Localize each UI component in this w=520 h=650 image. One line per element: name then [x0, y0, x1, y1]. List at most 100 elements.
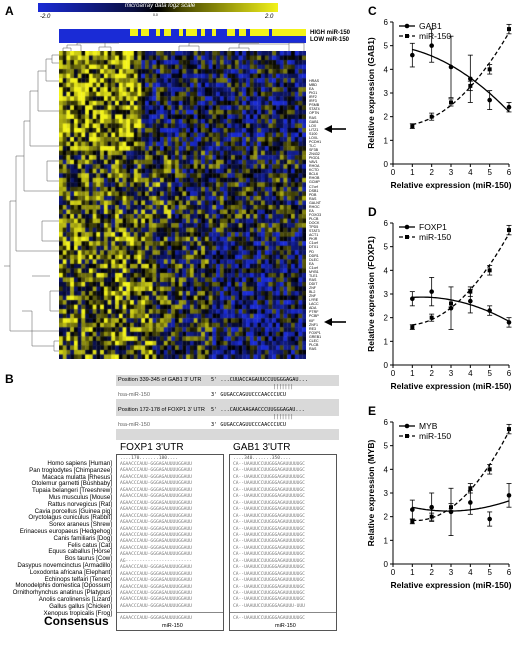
alignment-row: AGAACCCAUU-GGGAGAUUUUGGAUU	[120, 552, 192, 558]
y-tick-label: 4	[384, 465, 389, 474]
legend-label: miR-150	[419, 31, 451, 41]
foxp1-utr-header: FOXP1 3'UTR	[120, 442, 184, 453]
alignment-row: AGAACCCAUU-GGGAGAUUUUGGAUU	[120, 474, 192, 480]
panel-label-c: C	[368, 4, 377, 18]
y-tick-label: 6	[384, 219, 389, 228]
data-point	[468, 486, 473, 491]
gene-label: PIG1	[309, 91, 318, 96]
legend-label: GAB1	[419, 21, 442, 31]
y-tick-label: 3	[384, 489, 389, 498]
panel-label-a: A	[5, 4, 14, 18]
alignment-row: AGAACCCAUU-GGGAGAUUUUGGAUU	[120, 571, 192, 577]
gene-label: ZNF	[309, 286, 316, 291]
gene-label: GAB1	[309, 119, 319, 124]
y-tick-label: 2	[384, 314, 389, 323]
gene-label: RAS	[309, 346, 317, 351]
x-tick-label: 6	[507, 568, 512, 577]
alignment-row: AGAACCCAUU-GGGAGAUUUUGGAUU	[120, 597, 192, 603]
gene-label: ZNF1	[309, 322, 318, 327]
data-point	[449, 100, 453, 105]
species-list: Homo sapiens [Human] Pan troglodytes [Chi…	[0, 460, 112, 620]
scale-title: microarray data log2 scale	[124, 3, 196, 9]
gene-label: S100	[309, 131, 318, 136]
species-name: Rattus norvegicus [Rat]	[47, 500, 112, 508]
alignment-row: AGAACCCAUU-GGGAGAUUUUGGAUU	[120, 513, 192, 519]
x-tick-label: 5	[487, 568, 492, 577]
alignment-row: AGAACCCAUU-GGGAGAUUUUGGAUU	[120, 603, 192, 609]
data-point	[487, 467, 492, 472]
gene-label: C7orf	[309, 184, 318, 189]
consensus-label: Consensus	[44, 614, 109, 628]
x-tick-label: 5	[487, 369, 492, 378]
species-name: Ornithorhynchus anatinus [Platypus]	[12, 589, 112, 597]
data-point	[410, 296, 415, 302]
legend-label: miR-150	[419, 431, 451, 441]
gene-label: TLE1	[309, 273, 318, 278]
alignment-row: AGAACCCAUU-GGGAGAUUUUGGAUU	[120, 591, 192, 596]
foxp1-position-label: Position 172-178 of FOXP1 3' UTR	[118, 407, 205, 413]
alignment-row: CA--UAAUUCCUUGGGAGAUUUUUGC	[233, 507, 305, 513]
gene-label: RHOC	[309, 204, 320, 209]
data-point	[429, 43, 434, 48]
gene-label: OPTN	[309, 111, 319, 116]
data-point	[410, 325, 415, 330]
alignment-row: AGAACCCAUU-GGGAGAUUUUGGAUU	[120, 520, 192, 526]
gab1-utr-header: GAB1 3'UTR	[233, 442, 291, 453]
gene-label: RAS	[309, 196, 317, 201]
species-name: Equus caballus [Horse]	[48, 548, 112, 556]
legend-marker	[405, 434, 409, 438]
x-tick-label: 4	[468, 168, 473, 177]
x-tick-label: 2	[429, 168, 434, 177]
x-tick-label: 0	[391, 568, 396, 577]
panel-label-d: D	[368, 205, 377, 219]
species-name: Gallus gallus [Chicken]	[49, 602, 112, 610]
gab1-utr-sequence: 5' ...CUUACCAGAUUCCUUGGGAGAU...	[211, 377, 308, 383]
alignment-row: CA--UAAUUCCUUGGGAGAUUUUUGC	[233, 520, 305, 526]
y-tick-label: 6	[384, 418, 389, 427]
gene-label: RE3	[309, 326, 316, 331]
foxp1-mir-site-label: miR-150	[162, 623, 183, 629]
species-name: Loxodonta africana [Elephant]	[29, 568, 112, 576]
gene-label: PCBP	[309, 314, 319, 319]
mir-150-fit-line	[412, 431, 510, 522]
gene-label: TPD5	[309, 225, 319, 230]
gene-label: RHOA	[309, 164, 320, 169]
x-axis-label: Relative expression (miR-150)	[391, 580, 512, 590]
gene-label: PKIR	[309, 237, 318, 242]
chart-d: 0 1 2 3 4 5 6 0 1 2 3 4 5 6 Relative expression (miR-1…	[366, 219, 512, 391]
gene-label: ZNF	[309, 294, 316, 299]
gene-label: RAS	[309, 277, 317, 282]
legend-marker	[404, 224, 410, 230]
data-point	[507, 27, 511, 32]
gab1-fit-line	[412, 48, 510, 113]
mir-150-fit-line	[412, 233, 510, 326]
y-tick-label: 0	[384, 361, 389, 370]
alignment-row: CA--UAAUUCCUUGGGAGAUUUUUGC	[233, 513, 305, 519]
x-tick-label: 1	[410, 568, 415, 577]
data-point	[410, 519, 415, 524]
data-point	[507, 228, 511, 233]
alignment-row: CA--UAAUUCCUUGGGAGAUUUUUGC	[233, 500, 305, 506]
species-name: Echinops telfairi [Tenrec]	[44, 575, 112, 583]
gene-label: RHOB	[309, 176, 320, 181]
gene-label: BCL6	[309, 172, 318, 177]
gene-label: C1orf	[309, 241, 318, 246]
gene-label: DDR1	[309, 253, 319, 258]
y-tick-label: 3	[384, 290, 389, 299]
alignment-row: CA--UAAUUCCUUGGGAGAUUUUUGC	[233, 481, 305, 487]
alignment-row: CA--UAAUUCCUUGGGAGAUUUUUGC	[233, 462, 305, 467]
alignment-row: CA--UAAUUCCUUGGGAGAUUU-UUU	[233, 603, 305, 609]
gene-label: EA	[309, 208, 314, 213]
legend-label: MYB	[419, 421, 438, 431]
species-name: Bos taurus [Cow]	[64, 555, 112, 563]
y-tick-label: 1	[384, 337, 389, 346]
alignment-row: AGAACCCAUU-GGGAGAUUUUGGAUU	[120, 526, 192, 532]
alignment-row: AGAACCCAUU-GGGAGAUUUUGGAUU	[120, 481, 192, 487]
alignment-row: CA--UAAUUCCUUGGGAGAUUUUUGC	[233, 571, 305, 577]
gene-label: GCMP	[309, 180, 320, 185]
gene-label: LOX	[309, 123, 317, 128]
myb-fit-line	[412, 500, 510, 512]
alignment-row: CA--UAAUUCCUUGGGAGAUUUUUGC	[233, 468, 305, 474]
gene-label: CLEC	[309, 338, 319, 343]
data-point	[429, 114, 434, 119]
